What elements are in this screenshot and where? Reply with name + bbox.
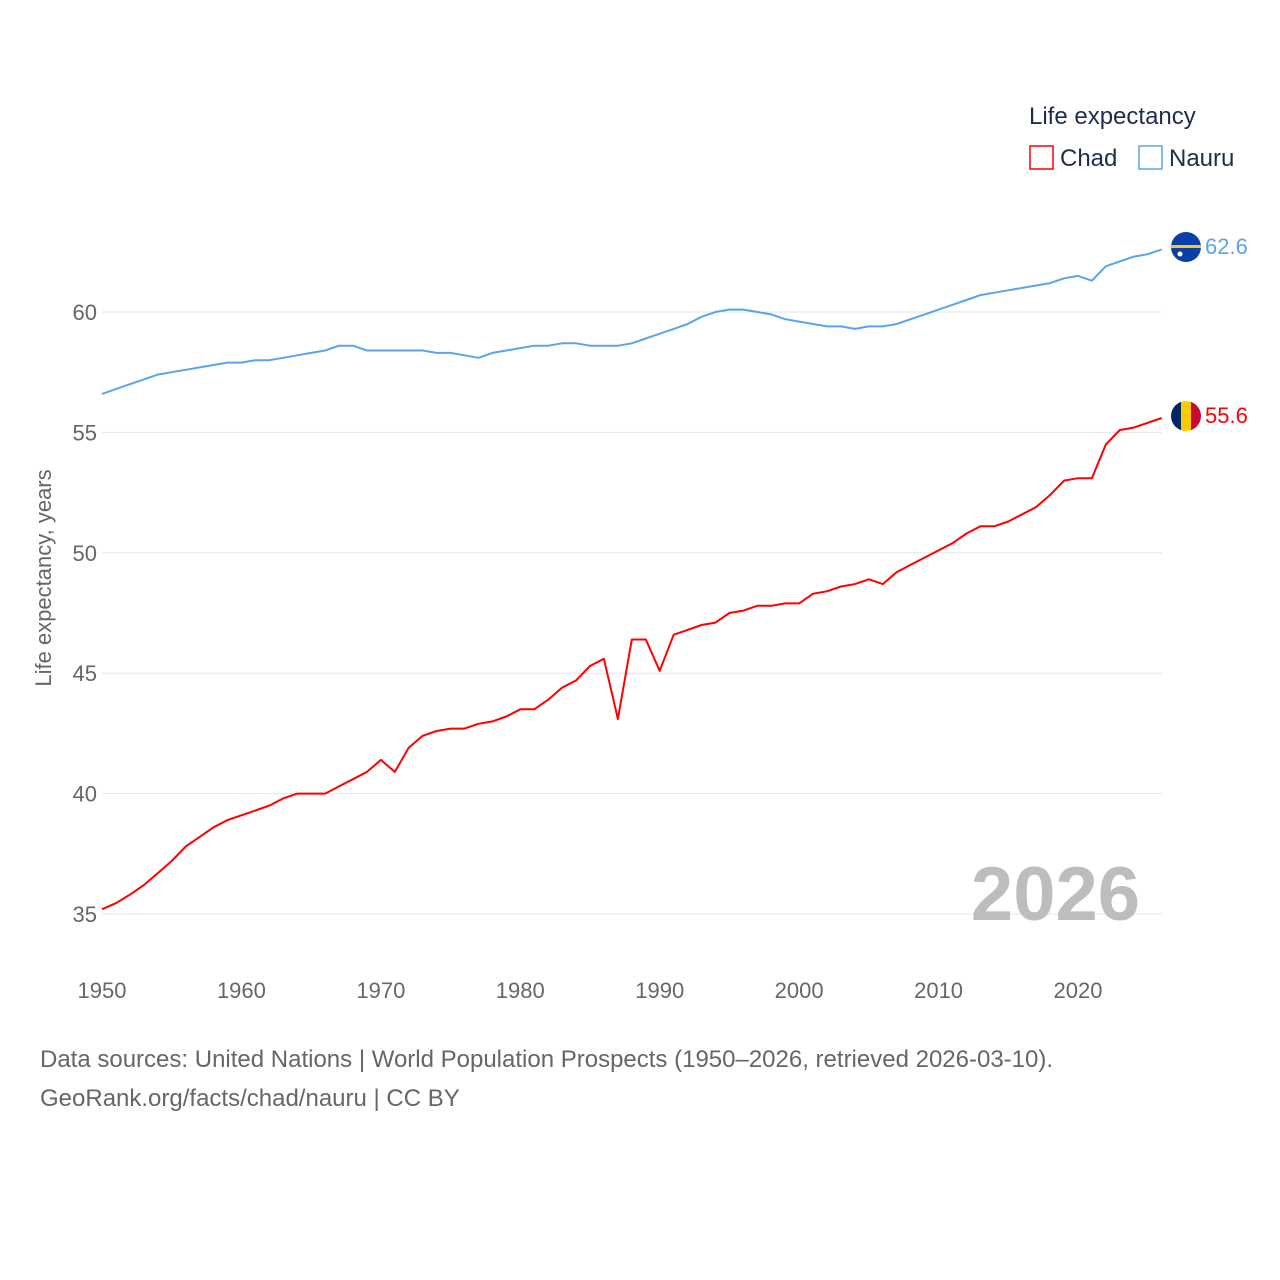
- y-tick-label: 60: [73, 300, 97, 325]
- x-tick-label: 1970: [356, 978, 405, 1003]
- x-tick-label: 1980: [496, 978, 545, 1003]
- y-tick-label: 35: [73, 902, 97, 927]
- series-line-nauru: [101, 248, 1163, 395]
- nauru-flag-icon: [1171, 232, 1201, 262]
- chad-end-label: 55.6: [1205, 403, 1248, 428]
- y-axis-label: Life expectancy, years: [31, 469, 56, 686]
- year-watermark: 2026: [971, 852, 1140, 937]
- y-tick-label: 45: [73, 661, 97, 686]
- series-line-chad: [101, 417, 1163, 911]
- y-tick-label: 40: [73, 782, 97, 807]
- y-tick-label: 55: [73, 420, 97, 445]
- legend-item-chad[interactable]: Chad: [1029, 145, 1117, 172]
- x-tick-label: 1960: [217, 978, 266, 1003]
- legend-title: Life expectancy: [1029, 103, 1196, 130]
- x-tick-label: 1990: [635, 978, 684, 1003]
- x-tick-label: 1950: [78, 978, 127, 1003]
- data-source-text: Data sources: United Nations | World Pop…: [40, 1046, 1054, 1073]
- svg-text:Chad: Chad: [1060, 145, 1117, 172]
- attribution-link[interactable]: GeoRank.org/facts/chad/nauru | CC BY: [40, 1085, 460, 1112]
- nauru-end-label: 62.6: [1205, 234, 1248, 259]
- x-tick-label: 2010: [914, 978, 963, 1003]
- y-tick-label: 50: [73, 541, 97, 566]
- svg-text:Nauru: Nauru: [1169, 145, 1234, 172]
- x-tick-label: 2000: [775, 978, 824, 1003]
- legend-item-nauru[interactable]: Nauru: [1138, 145, 1234, 172]
- x-tick-label: 2020: [1054, 978, 1103, 1003]
- chad-flag-icon: [1171, 401, 1201, 431]
- line-chart: 35 40 45 50 55 60 1950 1960 1970 1980 1990 2000 201…: [31, 103, 1248, 1003]
